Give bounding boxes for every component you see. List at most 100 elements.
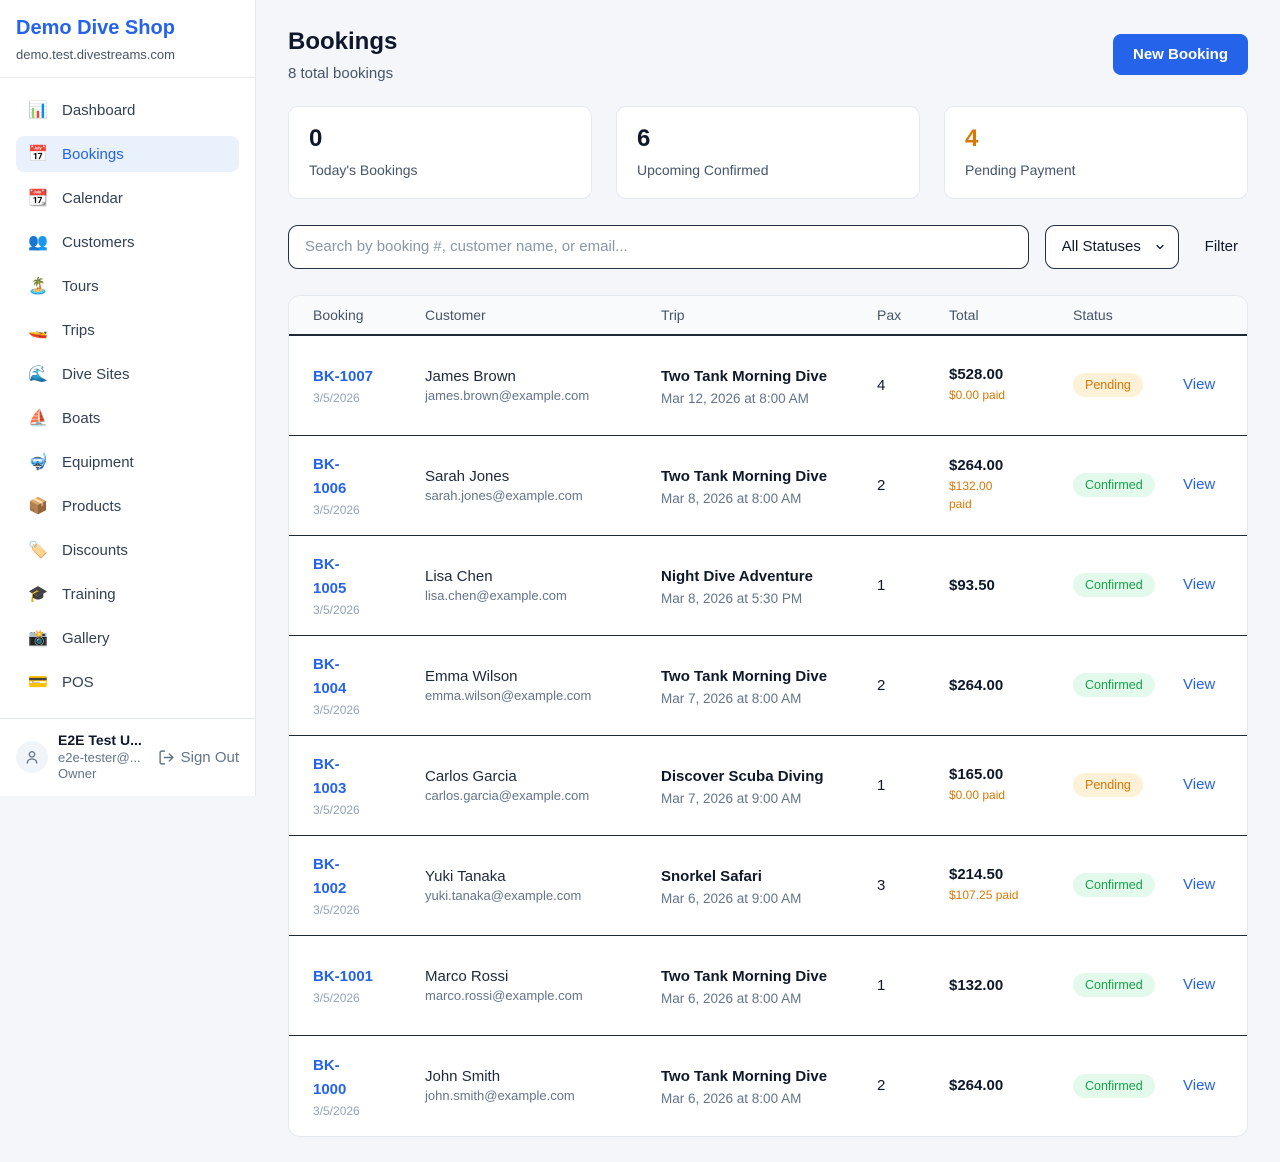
stat-label: Upcoming Confirmed [637,161,769,178]
actions-cell: View [1183,876,1223,894]
pax-cell: 2 [877,1077,886,1095]
sidebar-nav-item[interactable]: 📊 Dashboard [16,92,239,128]
customer-name: John Smith [425,1068,501,1086]
nav-item-icon: 📸 [28,630,48,647]
customer-cell: Carlos Garcia carlos.garcia@example.com [425,768,661,803]
trip-cell: Snorkel Safari Mar 6, 2026 at 9:00 AM [661,865,877,906]
status-cell: Pending [1073,773,1183,798]
booking-id-link[interactable]: BK-1001 [313,968,374,986]
sidebar-nav-item[interactable]: 🌊 Dive Sites [16,356,239,392]
booking-date: 3/5/2026 [313,803,360,818]
booking-id-link[interactable]: BK- 1000 [313,1056,347,1098]
total-amount: $264.00 [949,1077,1004,1095]
total-amount: $93.50 [949,576,995,594]
sidebar-nav-item[interactable]: 🏷️ Discounts [16,532,239,568]
column-header-booking: Booking [313,306,364,323]
filter-button[interactable]: Filter [1204,238,1238,256]
pax-cell: 1 [877,776,886,794]
view-link[interactable]: View [1183,476,1216,494]
stat-value: 0 [309,125,323,152]
nav-item-label: POS [62,673,94,691]
nav-item-label: Dashboard [62,101,136,119]
booking-id-link[interactable]: BK-1007 [313,368,374,386]
bookings-table: Booking Customer Trip Pax Total Status B… [288,294,1248,1137]
sign-out-button[interactable]: Sign Out [158,749,239,766]
view-link[interactable]: View [1183,776,1216,794]
sidebar-nav-item[interactable]: 🏝️ Tours [16,268,239,304]
sidebar-nav-item[interactable]: 💳 POS [16,664,239,700]
view-link[interactable]: View [1183,576,1216,594]
booking-date: 3/5/2026 [313,991,360,1006]
actions-cell: View [1183,676,1223,694]
sidebar-nav-item[interactable]: 📸 Gallery [16,620,239,656]
booking-id-link[interactable]: BK- 1006 [313,456,347,498]
sidebar-nav-item[interactable]: 📅 Bookings [16,136,239,172]
pax-cell: 2 [877,676,886,694]
brand-block: Demo Dive Shop demo.test.divestreams.com [0,0,255,78]
pax-cell: 1 [877,976,886,994]
view-link[interactable]: View [1183,676,1216,694]
table-row: BK-1001 3/5/2026 Marco Rossi marco.rossi… [289,936,1247,1036]
booking-id-link[interactable]: BK- 1004 [313,656,347,698]
trip-datetime: Mar 6, 2026 at 8:00 AM [661,990,802,1006]
nav-item-icon: 📦 [28,498,48,515]
status-badge: Confirmed [1073,673,1155,698]
nav-item-icon: 🚤 [28,322,48,339]
view-link[interactable]: View [1183,1076,1216,1094]
stat-label: Today's Bookings [309,161,418,178]
sidebar-nav-item[interactable]: 🚤 Trips [16,312,239,348]
customer-name: Lisa Chen [425,567,493,585]
nav-item-icon: 👥 [28,234,48,251]
total-amount: $264.00 [949,457,1004,475]
booking-date: 3/5/2026 [313,1103,360,1118]
total-amount: $132.00 [949,976,1004,994]
trip-datetime: Mar 8, 2026 at 5:30 PM [661,590,803,606]
booking-id-link[interactable]: BK- 1003 [313,756,347,798]
page-title: Bookings [288,28,398,55]
view-link[interactable]: View [1183,976,1216,994]
search-input[interactable] [288,224,1029,269]
sidebar: Demo Dive Shop demo.test.divestreams.com… [0,0,256,796]
trip-name: Two Tank Morning Dive [661,1068,828,1086]
sidebar-nav-item[interactable]: 👥 Customers [16,224,239,260]
customer-name: Emma Wilson [425,667,518,685]
customer-email: sarah.jones@example.com [425,487,583,503]
view-link[interactable]: View [1183,376,1216,394]
total-amount: $214.50 [949,866,1004,884]
trip-datetime: Mar 12, 2026 at 8:00 AM [661,390,809,406]
main-content: Bookings 8 total bookings New Booking 0 … [256,0,1280,1137]
status-cell: Confirmed [1073,873,1183,898]
view-link[interactable]: View [1183,876,1216,894]
column-header-trip: Trip [661,306,685,323]
status-badge: Pending [1073,373,1143,398]
booking-id-link[interactable]: BK- 1005 [313,556,347,598]
pax-cell: 1 [877,576,886,594]
total-cell: $528.00 $0.00 paid [949,366,1073,404]
brand-title: Demo Dive Shop [16,17,175,39]
total-cell: $93.50 [949,577,1073,594]
column-header-total: Total [949,306,979,323]
table-row: BK- 1005 3/5/2026 Lisa Chen lisa.chen@ex… [289,536,1247,636]
new-booking-button[interactable]: New Booking [1112,34,1248,75]
nav-item-icon: 📅 [28,146,48,163]
table-row: BK- 1000 3/5/2026 John Smith john.smith@… [289,1036,1247,1136]
booking-cell: BK- 1003 3/5/2026 [313,753,425,817]
booking-id-link[interactable]: BK- 1002 [313,856,347,898]
sidebar-nav-item[interactable]: ⛵ Boats [16,400,239,436]
nav-item-icon: 💳 [28,674,48,691]
status-select[interactable]: All Statuses [1044,224,1179,269]
sidebar-nav-item[interactable]: 📆 Calendar [16,180,239,216]
trip-name: Discover Scuba Diving [661,767,824,785]
booking-cell: BK- 1004 3/5/2026 [313,653,425,717]
sidebar-nav-item[interactable]: 📦 Products [16,488,239,524]
sign-out-icon [159,749,174,765]
paid-amount: $0.00 paid [949,788,1006,803]
stat-card-pending-payment: 4 Pending Payment [944,106,1248,199]
user-role: Owner [58,765,97,781]
customer-name: Carlos Garcia [425,767,517,785]
nav-item-label: Tours [62,277,99,295]
paid-amount: $107.25 paid [949,888,1019,903]
sidebar-nav-item[interactable]: 🎓 Training [16,576,239,612]
sidebar-nav-item[interactable]: 🤿 Equipment [16,444,239,480]
stat-label: Pending Payment [965,161,1076,178]
